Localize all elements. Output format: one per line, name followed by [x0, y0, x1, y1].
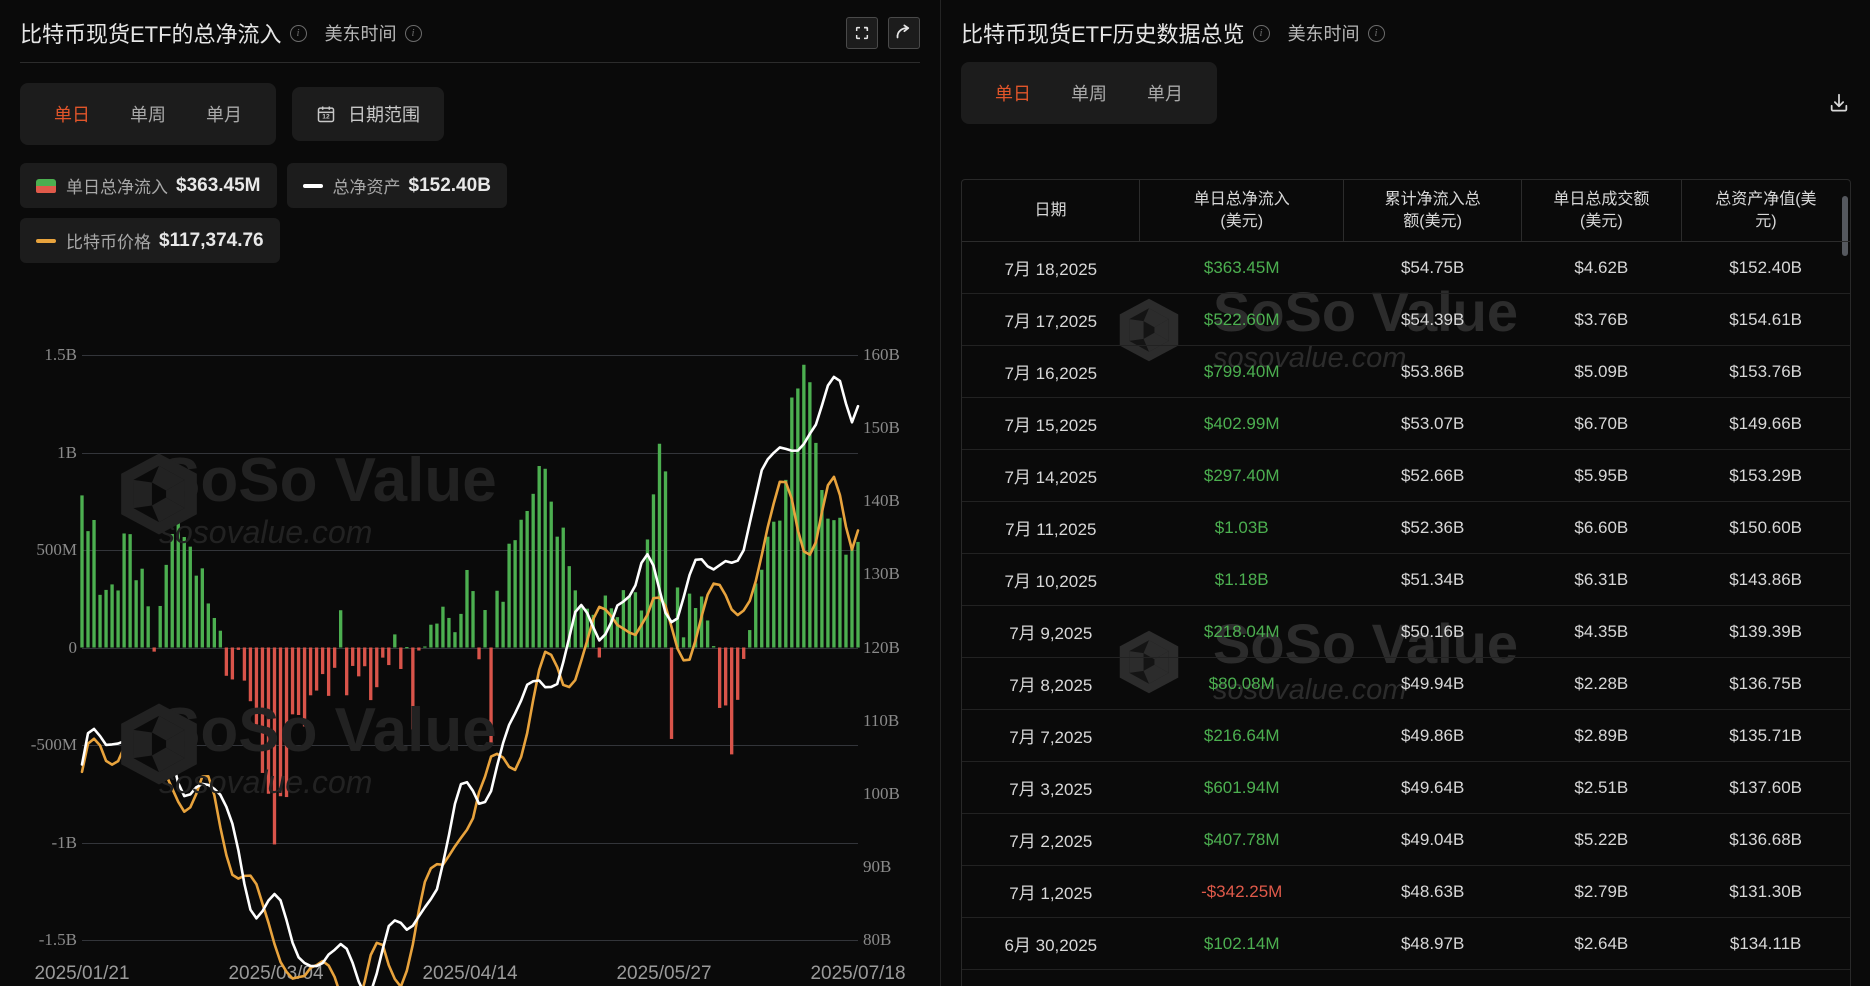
svg-text:12: 12	[322, 114, 330, 121]
